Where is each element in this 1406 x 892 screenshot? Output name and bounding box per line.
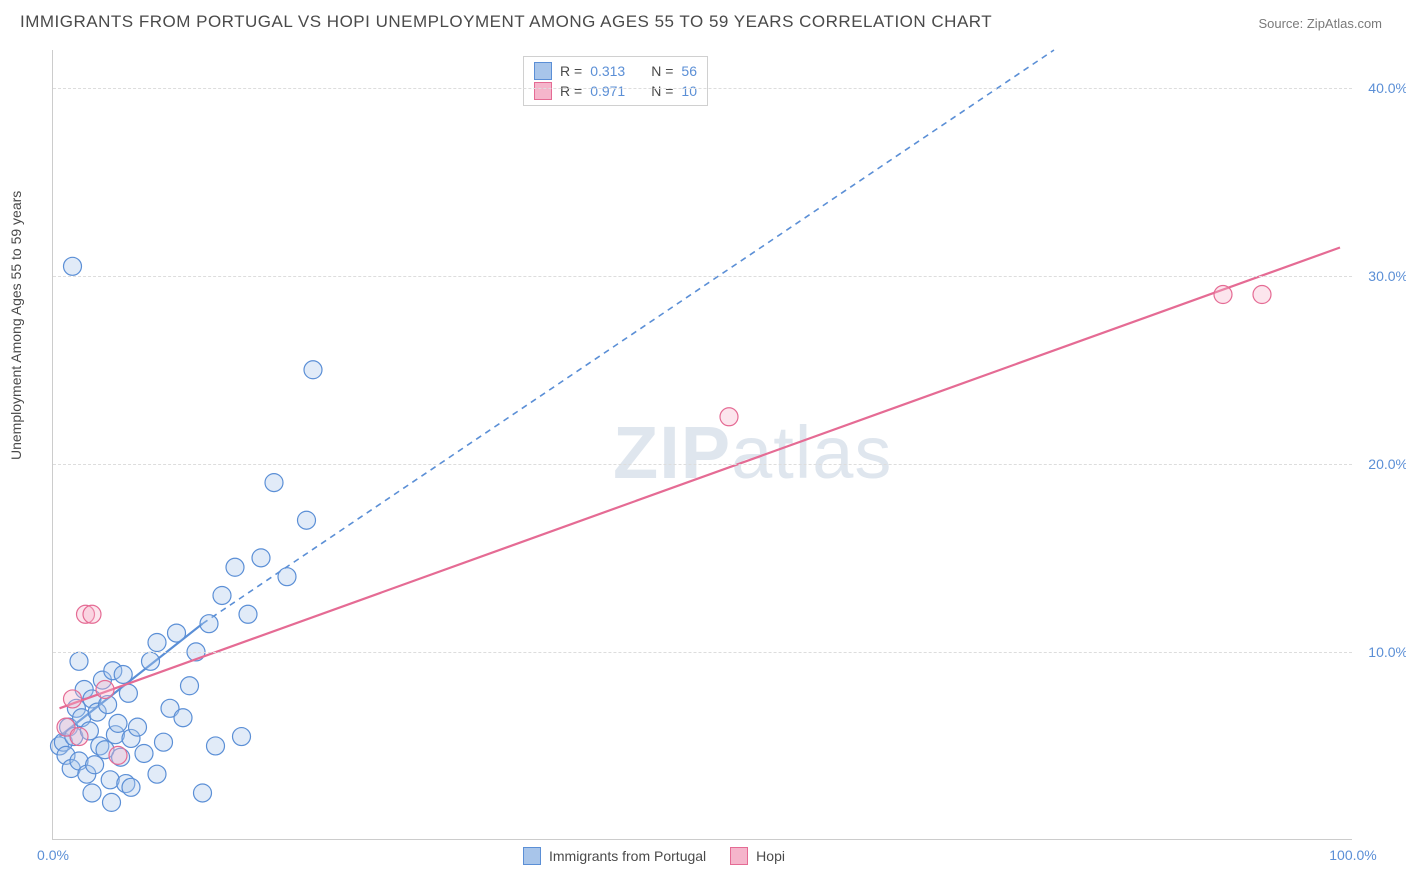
data-point	[174, 709, 192, 727]
data-point	[70, 728, 88, 746]
legend-n-label: N =	[651, 83, 673, 99]
legend-correlation: R = 0.313 N = 56 R = 0.971 N = 10	[523, 56, 708, 106]
data-point	[142, 652, 160, 670]
x-tick-label: 0.0%	[37, 847, 69, 863]
legend-swatch	[523, 847, 541, 865]
data-point	[86, 756, 104, 774]
data-point	[119, 684, 137, 702]
legend-label: Immigrants from Portugal	[549, 848, 706, 864]
data-point	[129, 718, 147, 736]
y-tick-label: 10.0%	[1368, 644, 1406, 660]
data-point	[213, 586, 231, 604]
legend-row: R = 0.313 N = 56	[534, 61, 697, 81]
data-point	[148, 634, 166, 652]
data-point	[252, 549, 270, 567]
y-tick-label: 30.0%	[1368, 268, 1406, 284]
fit-line	[60, 248, 1341, 709]
legend-r-value: 0.971	[590, 83, 625, 99]
legend-swatch	[534, 62, 552, 80]
data-point	[278, 568, 296, 586]
data-point	[96, 681, 114, 699]
data-point	[194, 784, 212, 802]
data-point	[239, 605, 257, 623]
data-point	[109, 746, 127, 764]
legend-n-value: 56	[681, 63, 697, 79]
chart-svg	[53, 50, 1352, 839]
data-point	[83, 784, 101, 802]
legend-r-label: R =	[560, 63, 582, 79]
data-point	[207, 737, 225, 755]
legend-r-value: 0.313	[590, 63, 625, 79]
y-tick-label: 20.0%	[1368, 456, 1406, 472]
data-point	[200, 615, 218, 633]
x-tick-label: 100.0%	[1329, 847, 1376, 863]
data-point	[109, 714, 127, 732]
gridline	[53, 88, 1352, 89]
data-point	[233, 728, 251, 746]
gridline	[53, 464, 1352, 465]
data-point	[168, 624, 186, 642]
legend-r-label: R =	[560, 83, 582, 99]
data-point	[103, 793, 121, 811]
data-point	[304, 361, 322, 379]
fit-line-ext	[203, 50, 1055, 624]
data-point	[226, 558, 244, 576]
legend-row: R = 0.971 N = 10	[534, 81, 697, 101]
data-point	[70, 652, 88, 670]
data-point	[1214, 286, 1232, 304]
source-label: Source: ZipAtlas.com	[1258, 16, 1382, 31]
plot-area: ZIPatlas R =0.313N =56R =0.971N =10 Immi…	[52, 50, 1352, 840]
data-point	[265, 474, 283, 492]
y-axis-label: Unemployment Among Ages 55 to 59 years	[8, 191, 24, 460]
data-point	[122, 778, 140, 796]
legend-series: Immigrants from Portugal Hopi	[523, 847, 785, 865]
legend-n-label: N =	[651, 63, 673, 79]
legend-swatch	[730, 847, 748, 865]
legend-item: Hopi	[730, 847, 785, 865]
legend-item: Immigrants from Portugal	[523, 847, 706, 865]
data-point	[114, 665, 132, 683]
chart-title: IMMIGRANTS FROM PORTUGAL VS HOPI UNEMPLO…	[20, 12, 992, 32]
gridline	[53, 652, 1352, 653]
legend-label: Hopi	[756, 848, 785, 864]
data-point	[135, 744, 153, 762]
data-point	[181, 677, 199, 695]
data-point	[64, 257, 82, 275]
data-point	[298, 511, 316, 529]
legend-swatch	[534, 82, 552, 100]
gridline	[53, 276, 1352, 277]
data-point	[148, 765, 166, 783]
data-point	[101, 771, 119, 789]
data-point	[720, 408, 738, 426]
legend-n-value: 10	[681, 83, 697, 99]
data-point	[83, 605, 101, 623]
y-tick-label: 40.0%	[1368, 80, 1406, 96]
data-point	[155, 733, 173, 751]
data-point	[1253, 286, 1271, 304]
data-point	[64, 690, 82, 708]
